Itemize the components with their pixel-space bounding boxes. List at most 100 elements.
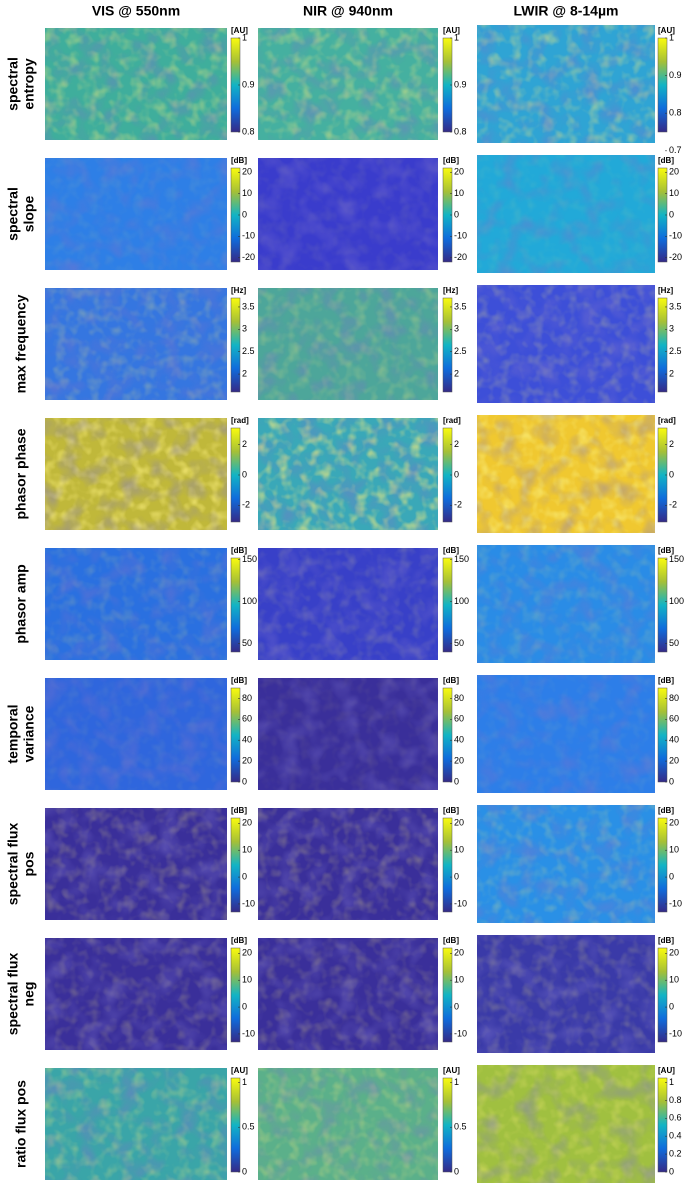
row: phasor phase [rad] 2 0 -2 [rad] 2 0 -2 [rad] 2 0 -2 [13,415,677,533]
colorbar-tick-label: 0 [454,1166,459,1176]
colorbar-tick-label: 3.5 [454,301,467,311]
colorbar [442,557,453,653]
colorbar [230,687,241,783]
colorbar-tick-label: 0.8 [454,126,467,136]
colorbar-tick-label: 0 [242,209,247,219]
image-texture [477,25,655,143]
colorbar [442,687,453,783]
colorbar-tick-label: 20 [454,948,464,958]
colorbar-unit: [Hz] [658,286,673,295]
image-texture [477,675,655,793]
colorbar-tick-label: 150 [242,554,257,564]
colorbar-tick-label: 20 [242,167,252,177]
image-texture [258,158,438,270]
colorbar-tick-label: 20 [669,755,679,765]
colorbar [442,947,453,1043]
colorbar-tick-label: 50 [454,638,464,648]
image-texture [477,155,655,273]
colorbar-tick-label: 60 [242,714,252,724]
colorbar-tick-label: -10 [669,231,682,241]
colorbar-tick-label: 3 [669,324,674,334]
colorbar-tick-label: 0 [242,469,247,479]
row: spectral flux pos [dB] 20 10 0 -10 [dB] 20 10 0 -10… [5,805,682,923]
colorbar-tick-label: 0 [669,1166,674,1176]
colorbar-tick-label: 20 [669,818,679,828]
colorbar-tick-label: 2 [454,439,459,449]
row-label: pos [21,851,37,876]
row: spectral slope [dB] 20 10 0 -10 -20 [dB] 20 10 0 -10… [5,155,682,273]
colorbar-tick-label: 20 [454,818,464,828]
colorbar-tick-label: 2 [242,368,247,378]
colorbar-unit: [AU] [658,1066,675,1075]
colorbar-tick-label: -10 [454,231,467,241]
colorbar [657,817,668,913]
image-texture [45,158,227,270]
column-header: VIS @ 550nm [92,3,180,19]
colorbar-unit: [dB] [231,676,247,685]
colorbar-tick-label: 0 [669,1001,674,1011]
image-texture [477,545,655,663]
colorbar-tick-label: 1 [454,1077,459,1087]
colorbar-unit: [Hz] [443,286,458,295]
colorbar-tick-label: 2 [454,368,459,378]
colorbar-tick-label: 20 [242,948,252,958]
image-texture [45,28,227,140]
colorbar-tick-label: 20 [454,755,464,765]
colorbar-tick-label: -20 [242,252,255,262]
colorbar-tick-label: 80 [454,693,464,703]
image-texture [45,808,227,920]
colorbar-unit: [dB] [658,156,674,165]
colorbar-tick-label: -2 [454,500,462,510]
colorbar-unit: [dB] [658,936,674,945]
row: spectral entropy[AU]10.90.8[AU]10.90.8[AU… [5,25,682,155]
image-texture [258,288,438,400]
colorbar-tick-label: 0.8 [669,1095,682,1105]
colorbar-tick-label: 50 [242,638,252,648]
row-label: spectral [5,57,21,111]
colorbar-tick-label: -10 [242,898,255,908]
colorbar-unit: [dB] [443,676,459,685]
colorbar-tick-label: 0.8 [242,126,255,136]
row: max frequency [Hz] 3.5 3 2.5 2 [Hz] 3.5 3 2.5 2 [Hz… [13,285,682,403]
colorbar-tick-label: 0 [669,209,674,219]
colorbar-tick-label: 40 [454,735,464,745]
row: phasor amp[dB]15010050[dB]15010050[dB]15… [13,545,684,663]
colorbar [230,1077,241,1173]
colorbar-tick-label: -10 [242,1028,255,1038]
image-texture [45,938,227,1050]
colorbar-tick-label: 1 [669,1077,674,1087]
row-label: ratio flux pos [13,1080,29,1168]
colorbar-tick-label: 20 [669,167,679,177]
colorbar-tick-label: 0 [669,871,674,881]
colorbar-unit: [AU] [443,26,460,35]
colorbar-tick-label: 1 [454,32,459,42]
row-label: slope [21,196,37,233]
colorbar-tick-label: 60 [454,714,464,724]
image-texture [45,678,227,790]
colorbar-tick-label: 0 [454,871,459,881]
colorbar-tick-label: 3 [242,324,247,334]
colorbar-tick-label: 10 [669,845,679,855]
colorbar [230,557,241,653]
colorbar-tick-label: 10 [454,188,464,198]
colorbar-tick-label: 20 [454,167,464,177]
colorbar-tick-label: 2 [669,368,674,378]
colorbar-unit: [dB] [443,806,459,815]
row: ratio flux pos [AU] 1 0.5 0 [AU] 1 0.5 0 [AU] 1 0.8… [13,1065,682,1183]
colorbar-tick-label: 10 [669,188,679,198]
colorbar-tick-label: 10 [242,975,252,985]
row-label: phasor amp [13,564,29,643]
colorbar-unit: [rad] [443,416,461,425]
colorbar-tick-label: -20 [454,252,467,262]
colorbar-tick-label: 10 [242,845,252,855]
colorbar-unit: [dB] [231,936,247,945]
colorbar-tick-label: 0 [242,871,247,881]
colorbar [442,297,453,393]
colorbar-tick-label: -10 [454,898,467,908]
image-texture [258,548,438,660]
colorbar-tick-label: 0.5 [454,1122,467,1132]
colorbar-tick-label: 150 [454,554,469,564]
colorbar-tick-label: 0.6 [669,1113,682,1123]
colorbar-tick-label: 2.5 [669,346,682,356]
colorbar-tick-label: 0 [454,776,459,786]
